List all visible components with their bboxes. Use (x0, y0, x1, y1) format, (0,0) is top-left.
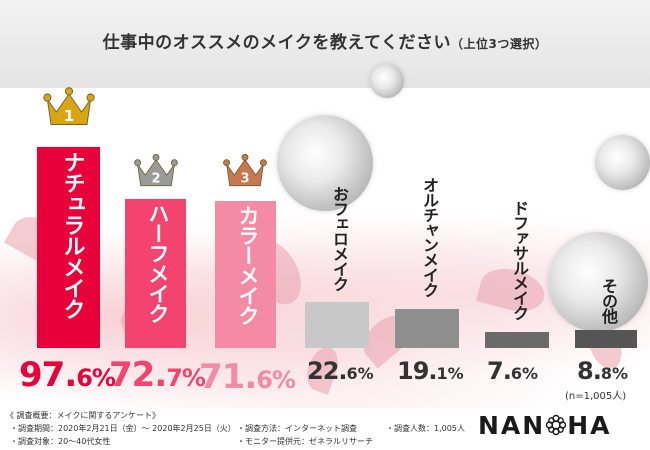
value-integer: 8. (577, 357, 602, 385)
survey-period: ・調査期間：2020年2月21日（金）～ 2020年2月25日（火） (10, 424, 236, 433)
value-decimal: 8% (600, 364, 628, 383)
category-label: おフェロメイク (330, 185, 349, 291)
title-banner: 仕事中のオススメのメイクを教えてください（上位3つ選択） (0, 0, 650, 88)
value-label: 71.6% (199, 357, 296, 397)
crown-icon: 1 (43, 87, 95, 126)
category-label: ハーフメイク (146, 202, 170, 323)
bar (395, 308, 459, 348)
survey-footer: 《 調査概要：メイクに関するアンケート》 ・調査期間：2020年2月21日（金）… (0, 408, 650, 450)
value-label: 22.6% (307, 357, 374, 385)
value-label: 7.6% (487, 357, 538, 385)
logo-text-right: HA (567, 411, 612, 440)
survey-method: ・調査方法：インターネット調査 (237, 424, 357, 433)
bar (37, 147, 100, 348)
survey-count: ・調査人数：1,005人 (386, 424, 465, 433)
category-label: ナチュラルメイク (59, 151, 85, 320)
rank-number: 1 (64, 107, 75, 125)
value-label: 97.6% (19, 355, 116, 395)
survey-provider: ・モニター提供元：ゼネラルリサーチ (237, 437, 373, 446)
title-main: 仕事中のオススメのメイクを教えてください (102, 33, 451, 53)
flower-logo-icon (546, 414, 567, 436)
crown-icon: 3 (223, 153, 267, 187)
diamond-decoration (370, 64, 404, 98)
value-decimal: 1% (436, 364, 464, 383)
survey-target: ・調査対象：20～40代女性 (10, 437, 111, 446)
category-label: その他 (599, 277, 618, 323)
crown-icon: 2 (134, 153, 178, 187)
category-label: オルチャンメイク (420, 176, 439, 297)
value-integer: 71. (199, 357, 257, 397)
value-decimal: 6% (256, 366, 296, 394)
value-decimal: 6% (510, 364, 538, 383)
bar (485, 332, 549, 348)
category-label: ドファサルメイク (510, 200, 529, 321)
rose-petal-background (0, 180, 650, 410)
bar (125, 198, 186, 348)
value-label: 19.1% (397, 357, 464, 385)
value-integer: 19. (397, 357, 438, 385)
value-label: 8.8% (577, 357, 628, 385)
rank-number: 3 (240, 172, 249, 187)
nanoha-logo: NAN HA (478, 411, 611, 440)
diamond-decoration (277, 115, 373, 211)
value-integer: 97. (19, 355, 77, 395)
value-decimal: 6% (346, 364, 374, 383)
chart-title: 仕事中のオススメのメイクを教えてください（上位3つ選択） (0, 28, 650, 53)
value-integer: 22. (307, 357, 348, 385)
value-decimal: 6% (76, 364, 116, 392)
value-integer: 72. (109, 355, 167, 395)
sample-size-note: (n=1,005人) (565, 391, 627, 402)
bar (215, 200, 276, 348)
logo-text-left: NAN (478, 411, 546, 440)
value-label: 72.7% (109, 355, 206, 395)
value-decimal: 7% (166, 364, 206, 392)
survey-summary: 《 調査概要：メイクに関するアンケート》 (6, 411, 161, 420)
value-integer: 7. (487, 357, 512, 385)
diamond-decoration (595, 135, 650, 190)
chart-subtitle: （上位3つ選択） (450, 37, 548, 51)
bar (575, 329, 637, 348)
diamond-decoration (548, 232, 648, 332)
category-label: カラーメイク (236, 204, 260, 325)
rank-number: 2 (151, 172, 160, 187)
bar (305, 301, 369, 348)
